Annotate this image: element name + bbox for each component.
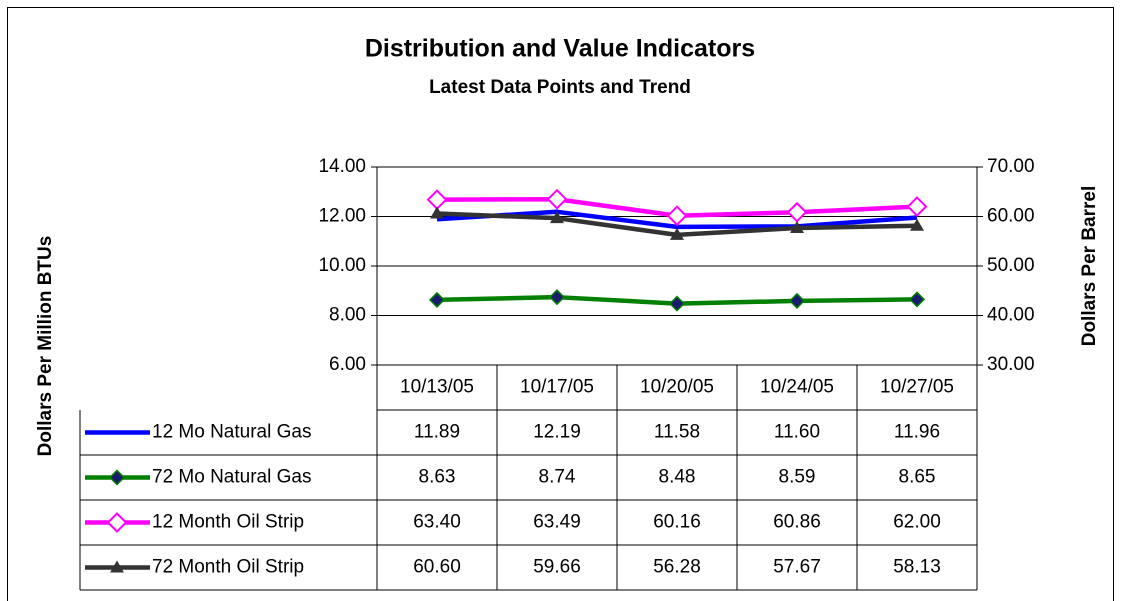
marker (666, 205, 688, 227)
marker (546, 188, 568, 210)
x-tick-label: 10/24/05 (760, 377, 834, 398)
legend-label: 12 Mo Natural Gas (152, 422, 311, 443)
chart-subtitle: Latest Data Points and Trend (429, 77, 691, 98)
table-value: 8.74 (539, 467, 576, 488)
series-line (436, 209, 918, 230)
table-value: 8.63 (419, 467, 456, 488)
table-value: 60.60 (413, 557, 461, 578)
marker (430, 206, 444, 219)
table-value: 11.89 (414, 422, 460, 443)
x-tick-label: 10/27/05 (880, 377, 954, 398)
marker (106, 512, 128, 533)
marker (550, 211, 564, 224)
y2-tick-label: 60.00 (987, 206, 1035, 227)
table-value: 8.59 (779, 467, 816, 488)
table-value: 8.48 (659, 467, 696, 488)
marker (110, 560, 124, 573)
marker (908, 291, 926, 308)
table-value: 63.40 (413, 512, 461, 533)
marker (790, 221, 804, 234)
legend-label: 72 Mo Natural Gas (152, 467, 311, 488)
x-tick-label: 10/20/05 (640, 377, 714, 398)
table-value: 8.65 (899, 467, 936, 488)
marker (910, 218, 924, 231)
y2-tick-label: 70.00 (987, 156, 1035, 177)
table-value: 11.60 (774, 422, 820, 443)
table-value: 11.96 (894, 422, 940, 443)
y-tick-label: 8.00 (329, 305, 366, 326)
y-tick-label: 14.00 (318, 156, 366, 177)
table-value: 12.19 (533, 422, 581, 443)
marker (548, 289, 566, 306)
table-value: 59.66 (533, 557, 581, 578)
y-axis-label: Dollars Per Million BTUs (35, 236, 56, 457)
table-value: 60.16 (653, 512, 701, 533)
table-value: 58.13 (893, 557, 941, 578)
y-tick-label: 10.00 (318, 255, 366, 276)
legend-label: 72 Month Oil Strip (152, 557, 304, 578)
y2-tick-label: 30.00 (987, 354, 1035, 375)
table-value: 60.86 (773, 512, 821, 533)
chart-border (7, 7, 1114, 601)
table-value: 62.00 (893, 512, 941, 533)
y-tick-label: 6.00 (329, 354, 366, 375)
x-tick-label: 10/17/05 (520, 377, 594, 398)
y2-tick-label: 40.00 (987, 305, 1035, 326)
marker (108, 469, 126, 486)
chart-title: Distribution and Value Indicators (365, 35, 755, 63)
table-value: 57.67 (773, 557, 821, 578)
table-value: 63.49 (533, 512, 581, 533)
marker (668, 295, 686, 312)
marker (670, 227, 684, 240)
table-value: 11.58 (654, 422, 700, 443)
marker (788, 292, 806, 309)
y2-tick-label: 50.00 (987, 255, 1035, 276)
legend-label: 12 Month Oil Strip (152, 512, 304, 533)
table-value: 56.28 (653, 557, 701, 578)
marker (906, 196, 928, 218)
y2-axis-label: Dollars Per Barrel (1079, 186, 1100, 347)
y-tick-label: 12.00 (318, 206, 366, 227)
x-tick-label: 10/13/05 (400, 377, 474, 398)
marker (428, 291, 446, 308)
